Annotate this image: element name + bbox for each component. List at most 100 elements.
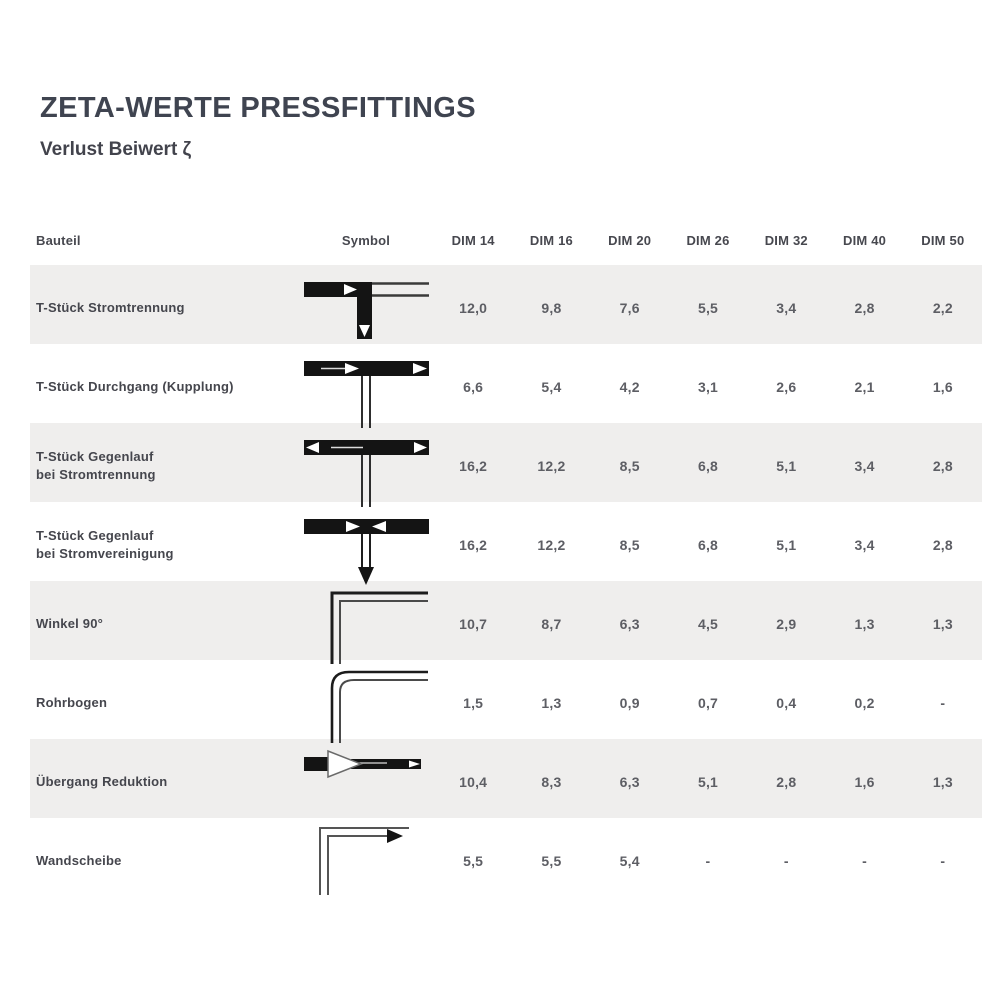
zeta-value: 1,5 [463, 695, 484, 712]
zeta-value: 5,1 [776, 458, 797, 475]
zeta-value: 4,2 [619, 379, 640, 396]
zeta-value: 3,1 [697, 379, 719, 396]
fitting-symbol-cell [298, 739, 434, 826]
component-name: T-Stück Gegenlauf bei Stromtrennung [36, 449, 156, 483]
zeta-value: 5,5 [463, 853, 484, 870]
component-name: T-Stück Stromtrennung [36, 300, 185, 316]
column-header-bauteil: Bauteil [36, 233, 81, 249]
column-header-dim32: DIM 32 [764, 233, 808, 249]
zeta-value: 8,5 [619, 458, 640, 475]
zeta-value: 5,5 [697, 300, 719, 317]
column-header-dim26: DIM 26 [686, 233, 730, 249]
component-name: T-Stück Durchgang (Kupplung) [36, 379, 234, 395]
table-row-wall-plate-elbow: Wandscheibe 5,5 5,5 5,4 - - - - [30, 818, 982, 897]
zeta-value: 5,4 [541, 379, 562, 396]
reducer-transition-icon [304, 749, 421, 778]
table-row-reducer-transition: Übergang Reduktion 10,4 8,3 6,3 5,1 2,8 … [30, 738, 982, 818]
table-row-tee-passage-coupling: T-Stück Durchgang (Kupplung) 6,6 5,4 4,2… [30, 344, 982, 428]
zeta-value: 6,3 [619, 774, 640, 791]
zeta-value: 5,4 [619, 853, 640, 870]
tee-counterflow-merge-icon [304, 518, 429, 585]
component-name: Wandscheibe [36, 853, 122, 869]
zeta-value: 2,9 [776, 616, 797, 633]
zeta-value: - [705, 853, 711, 870]
zeta-value: 3,4 [776, 300, 797, 317]
zeta-values-table: Bauteil Symbol DIM 14 DIM 16 DIM 20 DIM … [30, 217, 982, 897]
column-header-symbol: Symbol [341, 233, 391, 249]
table-header-row: Bauteil Symbol DIM 14 DIM 16 DIM 20 DIM … [30, 217, 982, 265]
pipe-bend-icon [330, 670, 428, 743]
zeta-value: 1,3 [854, 616, 875, 633]
zeta-value: 10,4 [459, 774, 488, 791]
elbow-90-icon [330, 591, 428, 664]
zeta-value: 8,3 [541, 774, 562, 791]
zeta-value: 6,6 [463, 379, 484, 396]
zeta-value: 6,3 [619, 616, 640, 633]
zeta-value: 0,2 [854, 695, 875, 712]
zeta-value: 16,2 [459, 458, 488, 475]
tee-counterflow-separation-icon [304, 439, 429, 507]
column-header-dim40: DIM 40 [843, 233, 887, 249]
zeta-value: 2,8 [932, 458, 953, 475]
zeta-value: 2,8 [932, 537, 953, 554]
zeta-value: 12,2 [537, 537, 566, 554]
zeta-value: 4,5 [697, 616, 719, 633]
zeta-value: 8,5 [619, 537, 640, 554]
table-row-pipe-bend: Rohrbogen 1,5 1,3 0,9 0,7 0,4 0,2 - [30, 660, 982, 743]
fitting-symbol-cell [298, 818, 434, 905]
fitting-symbol-cell [298, 344, 434, 431]
zeta-value: 9,8 [541, 300, 562, 317]
component-name: Winkel 90° [36, 616, 104, 632]
fitting-symbol-cell [298, 581, 434, 668]
zeta-value: 2,2 [932, 300, 953, 317]
zeta-value: - [783, 853, 789, 870]
page-title: ZETA-WERTE PRESSFITTINGS [40, 92, 477, 124]
zeta-value: 16,2 [459, 537, 488, 554]
zeta-value: - [940, 695, 946, 712]
zeta-value: 12,2 [537, 458, 566, 475]
component-name: T-Stück Gegenlauf bei Stromvereinigung [36, 528, 174, 562]
fitting-symbol-cell [298, 265, 434, 352]
zeta-value: 8,7 [541, 616, 562, 633]
component-name: Übergang Reduktion [36, 774, 168, 790]
column-header-dim50: DIM 50 [921, 233, 965, 249]
zeta-value: 6,8 [697, 537, 719, 554]
zeta-value: 1,6 [854, 774, 875, 791]
zeta-value: 1,3 [932, 774, 953, 791]
zeta-value: 0,9 [619, 695, 640, 712]
column-header-dim20: DIM 20 [608, 233, 652, 249]
zeta-value: 2,1 [854, 379, 875, 396]
component-name: Rohrbogen [36, 695, 108, 711]
page-subtitle: Verlust Beiwert ζ [40, 138, 192, 160]
zeta-value: 1,3 [932, 616, 953, 633]
table-row-tee-counterflow-merge: T-Stück Gegenlauf bei Stromvereinigung 1… [30, 502, 982, 585]
zeta-value: 5,1 [776, 537, 797, 554]
zeta-value: 1,3 [541, 695, 562, 712]
zeta-value: 0,7 [697, 695, 719, 712]
zeta-value: 2,8 [854, 300, 875, 317]
fitting-symbol-cell [298, 660, 434, 747]
zeta-value: 5,5 [541, 853, 562, 870]
tee-flow-separation-icon [304, 281, 429, 339]
table-row-elbow-90: Winkel 90° 10,7 8,7 6,3 4,5 2,9 1,3 1,3 [30, 580, 982, 664]
zeta-value: 3,4 [854, 458, 875, 475]
zeta-value: - [940, 853, 946, 870]
table-row-tee-flow-separation: T-Stück Stromtrennung 12,0 9,8 7,6 5,5 3… [30, 264, 982, 344]
table-row-tee-counterflow-separation: T-Stück Gegenlauf bei Stromtrennung 16,2… [30, 422, 982, 507]
zeta-value: 1,6 [932, 379, 953, 396]
tee-passage-coupling-icon [304, 360, 429, 428]
zeta-value: 5,1 [697, 774, 719, 791]
zeta-value: 6,8 [697, 458, 719, 475]
column-header-dim16: DIM 16 [529, 233, 573, 249]
zeta-values-page: ZETA-WERTE PRESSFITTINGS Verlust Beiwert… [30, 92, 982, 897]
zeta-value: 7,6 [619, 300, 640, 317]
table-body: T-Stück Stromtrennung 12,0 9,8 7,6 5,5 3… [30, 264, 982, 897]
fitting-symbol-cell [298, 423, 434, 510]
zeta-value: 0,4 [776, 695, 797, 712]
fitting-symbol-cell [298, 502, 434, 589]
zeta-value: 12,0 [459, 300, 488, 317]
zeta-value: - [862, 853, 867, 870]
zeta-value: 3,4 [854, 537, 875, 554]
wall-plate-elbow-icon [319, 826, 409, 895]
zeta-value: 2,6 [776, 379, 797, 396]
